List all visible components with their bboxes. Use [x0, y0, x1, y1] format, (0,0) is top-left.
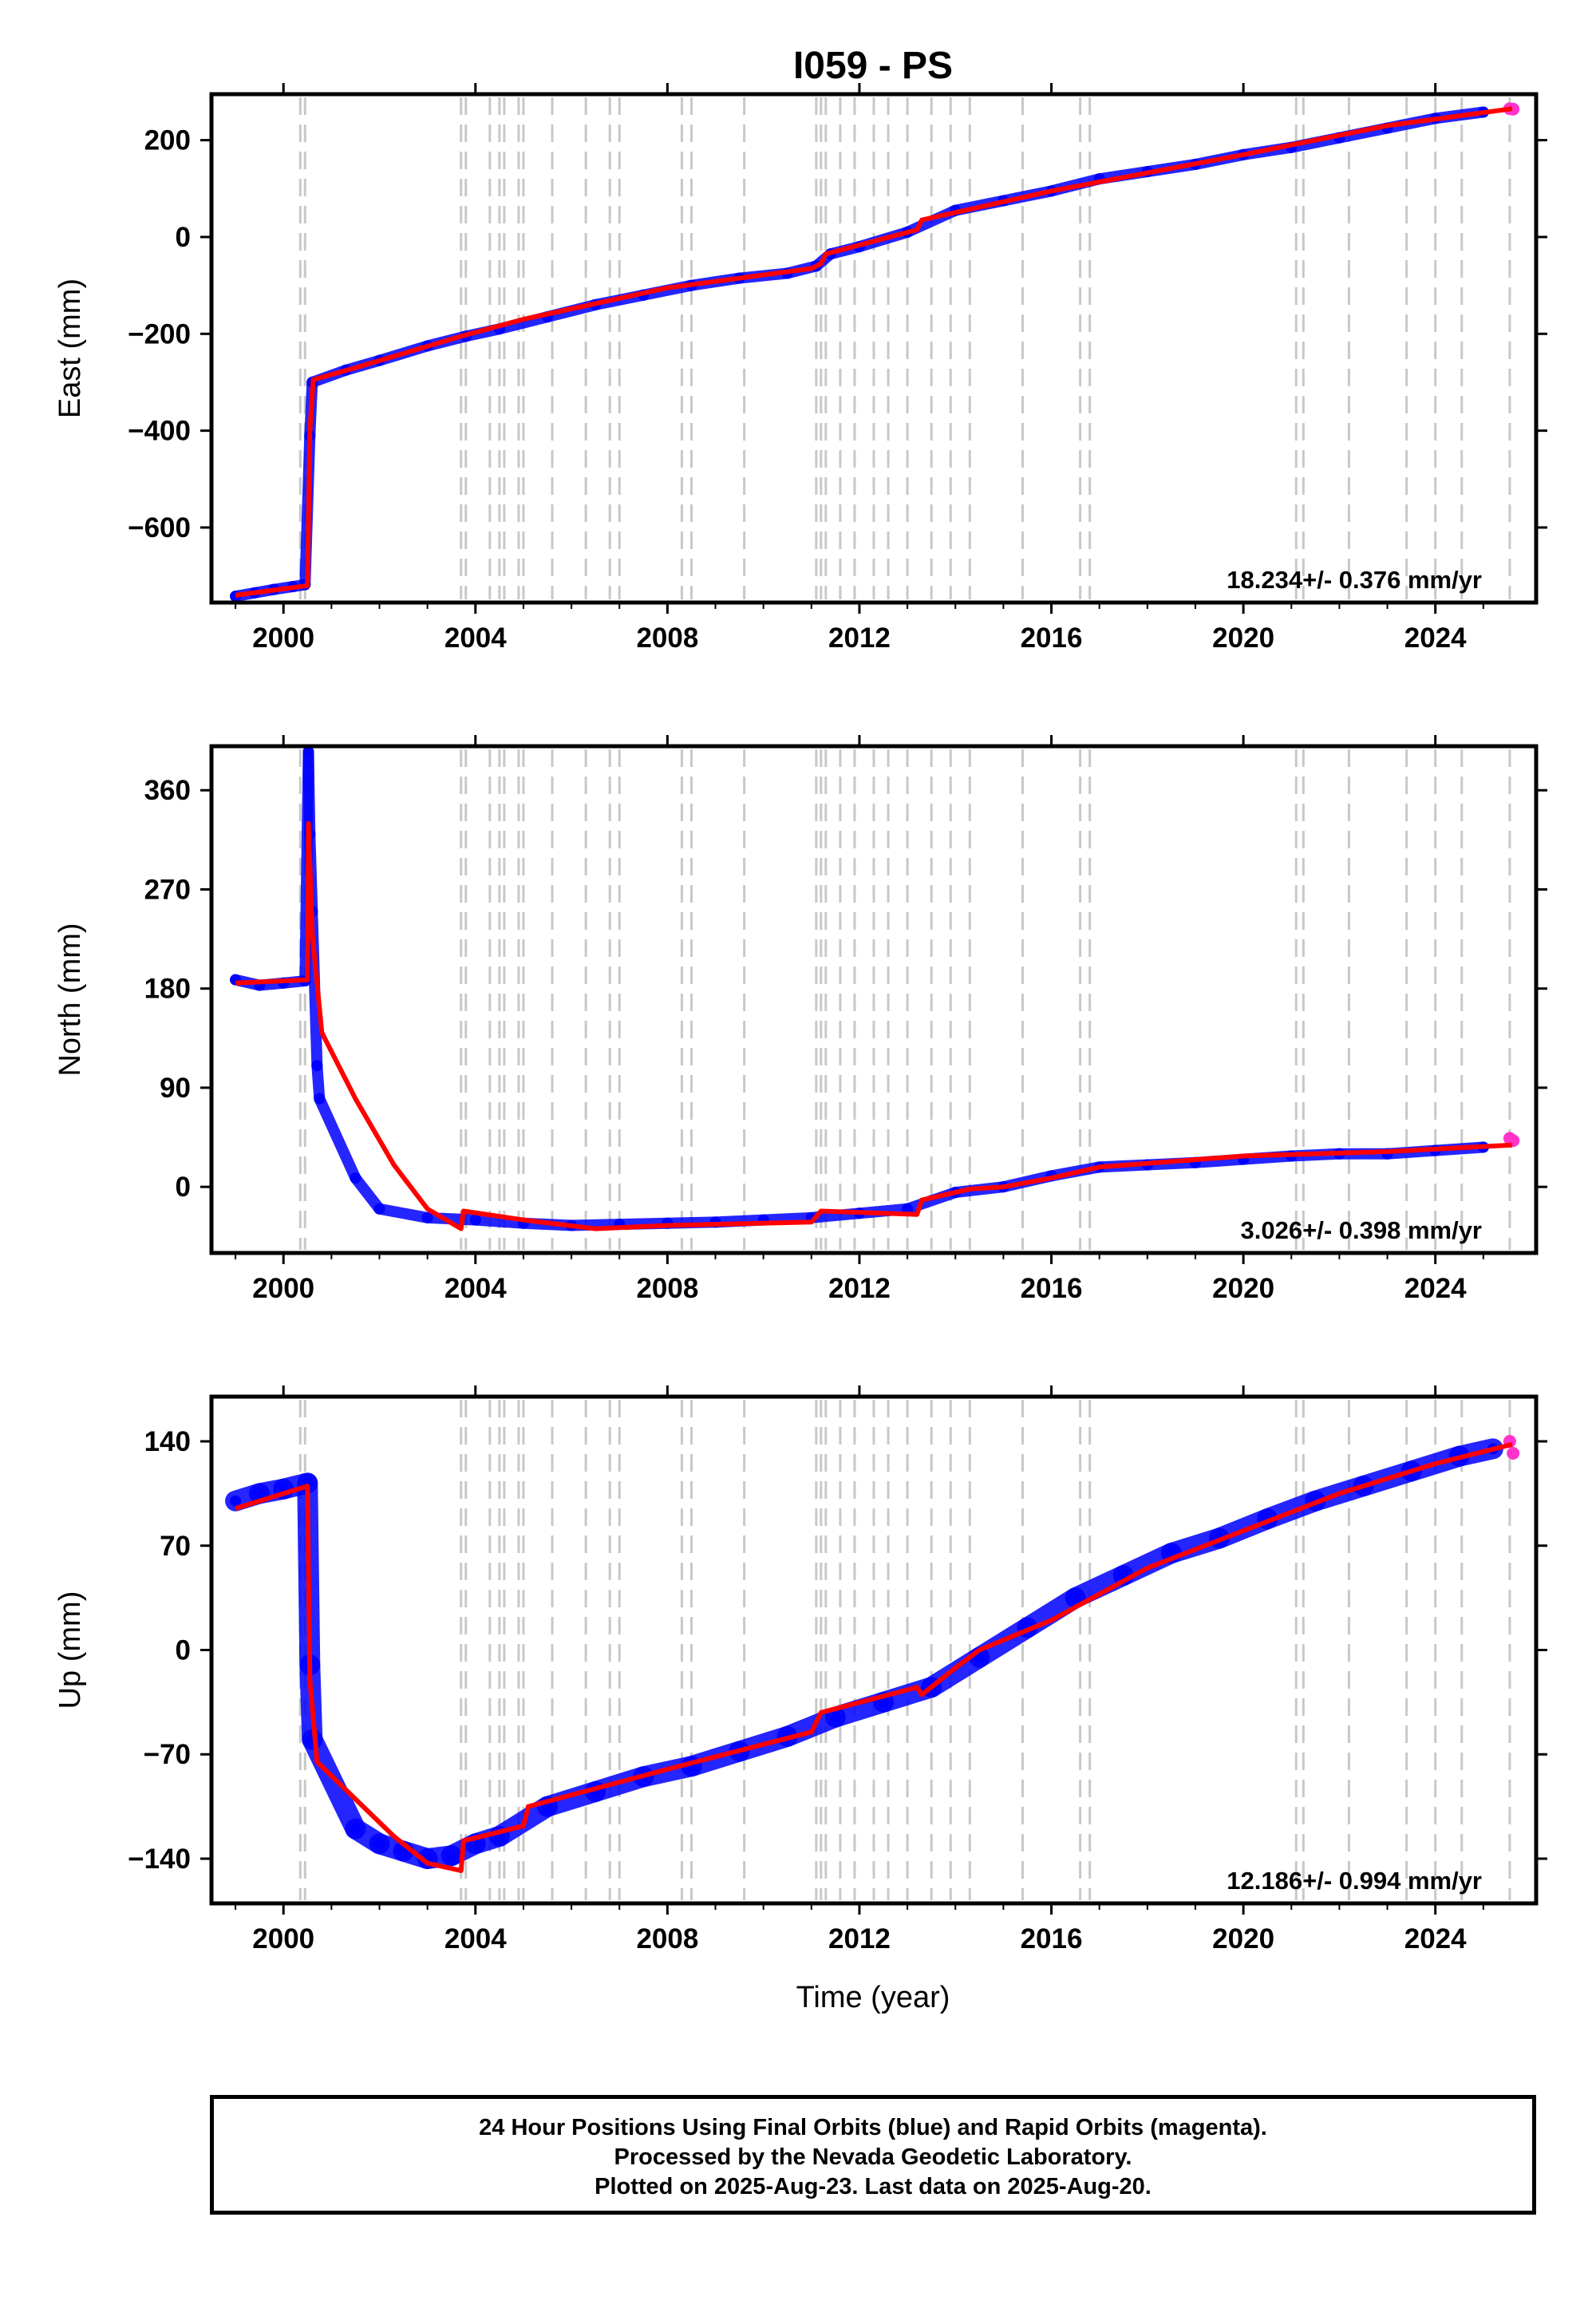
- x-tick-label: 2012: [828, 1923, 891, 1954]
- data-scatter-band: [373, 1203, 433, 1223]
- x-axis-label: Time (year): [796, 1981, 950, 2014]
- plot-frame: [209, 92, 1539, 605]
- x-tick-label: 2016: [1021, 1273, 1083, 1304]
- caption-line: 24 Hour Positions Using Final Orbits (bl…: [479, 2115, 1267, 2140]
- data-scatter-band: [350, 1172, 385, 1215]
- y-axis-label: North (mm): [53, 923, 87, 1076]
- x-tick-label: 2020: [1212, 622, 1274, 654]
- data-scatter-band: [421, 1211, 481, 1226]
- y-axis-label: Up (mm): [53, 1591, 87, 1709]
- y-tick-label: −400: [128, 416, 191, 447]
- x-tick-label: 2000: [252, 622, 314, 654]
- y-tick-label: 180: [144, 974, 191, 1005]
- y-tick-label: 360: [144, 775, 191, 806]
- caption-line: Processed by the Nevada Geodetic Laborat…: [614, 2144, 1132, 2170]
- panel-up: 2000 2004 2008 2012 2016 2020 2024 −140 −70 0 70 14…: [53, 1385, 1547, 1954]
- x-tick-label: 2020: [1212, 1923, 1274, 1954]
- x-tick-label: 2016: [1021, 1923, 1083, 1954]
- velocity-label: 18.234+/- 0.376 mm/yr: [1227, 566, 1482, 594]
- velocity-label: 12.186+/- 0.994 mm/yr: [1227, 1867, 1482, 1895]
- x-tick-label: 2008: [636, 1273, 698, 1304]
- y-axis-label: East (mm): [53, 279, 87, 418]
- data-point-rapid: [1507, 1446, 1520, 1460]
- y-tick-label: 140: [144, 1426, 191, 1457]
- y-tick-label: 200: [144, 125, 191, 156]
- velocity-label: 3.026+/- 0.398 mm/yr: [1241, 1216, 1482, 1244]
- y-tick-label: −70: [144, 1739, 191, 1770]
- y-tick-label: −140: [128, 1844, 191, 1875]
- x-tick-label: 2024: [1404, 1923, 1467, 1954]
- y-tick-label: 0: [176, 222, 191, 253]
- data-scatter-band: [493, 311, 554, 335]
- x-tick-label: 2004: [444, 1273, 507, 1304]
- chart-title: I059 - PS: [793, 45, 953, 87]
- x-tick-label: 2024: [1404, 622, 1467, 654]
- data-scatter-band: [1286, 132, 1345, 153]
- caption-box: 24 Hour Positions Using Final Orbits (bl…: [210, 2095, 1536, 2215]
- y-tick-label: −600: [128, 512, 191, 543]
- caption-line: Plotted on 2025-Aug-23. Last data on 202…: [595, 2174, 1152, 2199]
- x-tick-label: 2004: [444, 1923, 507, 1954]
- model-line: [235, 820, 1513, 1231]
- data-point-rapid: [1507, 102, 1520, 116]
- x-tick-label: 2008: [636, 622, 698, 654]
- y-tick-label: 0: [176, 1635, 191, 1666]
- data-scatter-band: [757, 1211, 817, 1226]
- data-scatter-band: [302, 745, 316, 840]
- x-tick-label: 2004: [444, 622, 507, 654]
- panel-north: 2000 2004 2008 2012 2016 2020 2024 0 90 180 270 360…: [53, 735, 1547, 1304]
- x-tick-label: 2020: [1212, 1273, 1274, 1304]
- y-tick-label: 70: [160, 1531, 191, 1562]
- plot-frame: [209, 744, 1539, 1255]
- y-tick-label: 0: [176, 1172, 191, 1203]
- x-tick-label: 2012: [828, 622, 891, 654]
- x-tick-label: 2008: [636, 1923, 698, 1954]
- y-tick-label: 90: [160, 1073, 191, 1104]
- x-tick-label: 2024: [1404, 1273, 1467, 1304]
- x-tick-label: 2016: [1021, 622, 1083, 654]
- panel-east: 2000 2004 2008 2012 2016 2020 2024−600−400−200…: [53, 83, 1547, 654]
- x-tick-label: 2012: [828, 1273, 891, 1304]
- data-scatter-band: [469, 1214, 529, 1229]
- data-scatter-band: [1189, 1153, 1250, 1168]
- y-tick-label: 270: [144, 874, 191, 905]
- x-tick-label: 2000: [252, 1273, 314, 1304]
- x-tick-label: 2000: [252, 1923, 314, 1954]
- data-scatter-band: [314, 1093, 361, 1184]
- data-scatter-band: [302, 1729, 366, 1840]
- y-tick-label: −200: [128, 318, 191, 350]
- model-line: [235, 106, 1513, 598]
- model-line: [235, 1441, 1513, 1873]
